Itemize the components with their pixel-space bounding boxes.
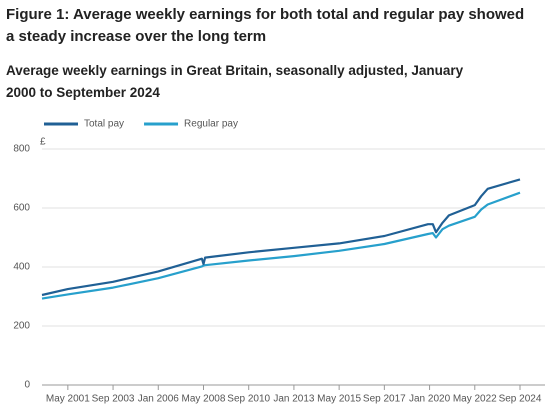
series-line [41, 191, 521, 300]
legend-label: Total pay [84, 119, 124, 130]
x-tick-label: Jan 2013 [273, 394, 315, 405]
x-tick-label: May 2015 [317, 394, 361, 405]
x-tick-label: Jan 2020 [409, 394, 451, 405]
x-tick-label: May 2022 [453, 394, 497, 405]
y-tick-label: 0 [24, 380, 30, 391]
y-tick-label: 200 [13, 321, 30, 332]
x-tick-label: Sep 2003 [92, 394, 135, 405]
x-tick-label: May 2008 [182, 394, 226, 405]
chart-subtitle: Average weekly earnings in Great Britain… [6, 63, 464, 100]
x-tick-label: Sep 2017 [363, 394, 406, 405]
x-tick-label: May 2001 [46, 394, 90, 405]
y-tick-label: 600 [13, 203, 30, 214]
y-tick-label: 400 [13, 262, 30, 273]
x-tick-label: Sep 2010 [227, 394, 270, 405]
x-tick-label: Jan 2006 [138, 394, 180, 405]
y-unit: £ [40, 137, 46, 148]
y-tick-label: 800 [13, 144, 30, 155]
legend-label: Regular pay [184, 119, 238, 130]
series-line [41, 178, 521, 297]
chart-title: Figure 1: Average weekly earnings for bo… [6, 6, 525, 45]
x-tick-label: Sep 2024 [499, 394, 542, 405]
